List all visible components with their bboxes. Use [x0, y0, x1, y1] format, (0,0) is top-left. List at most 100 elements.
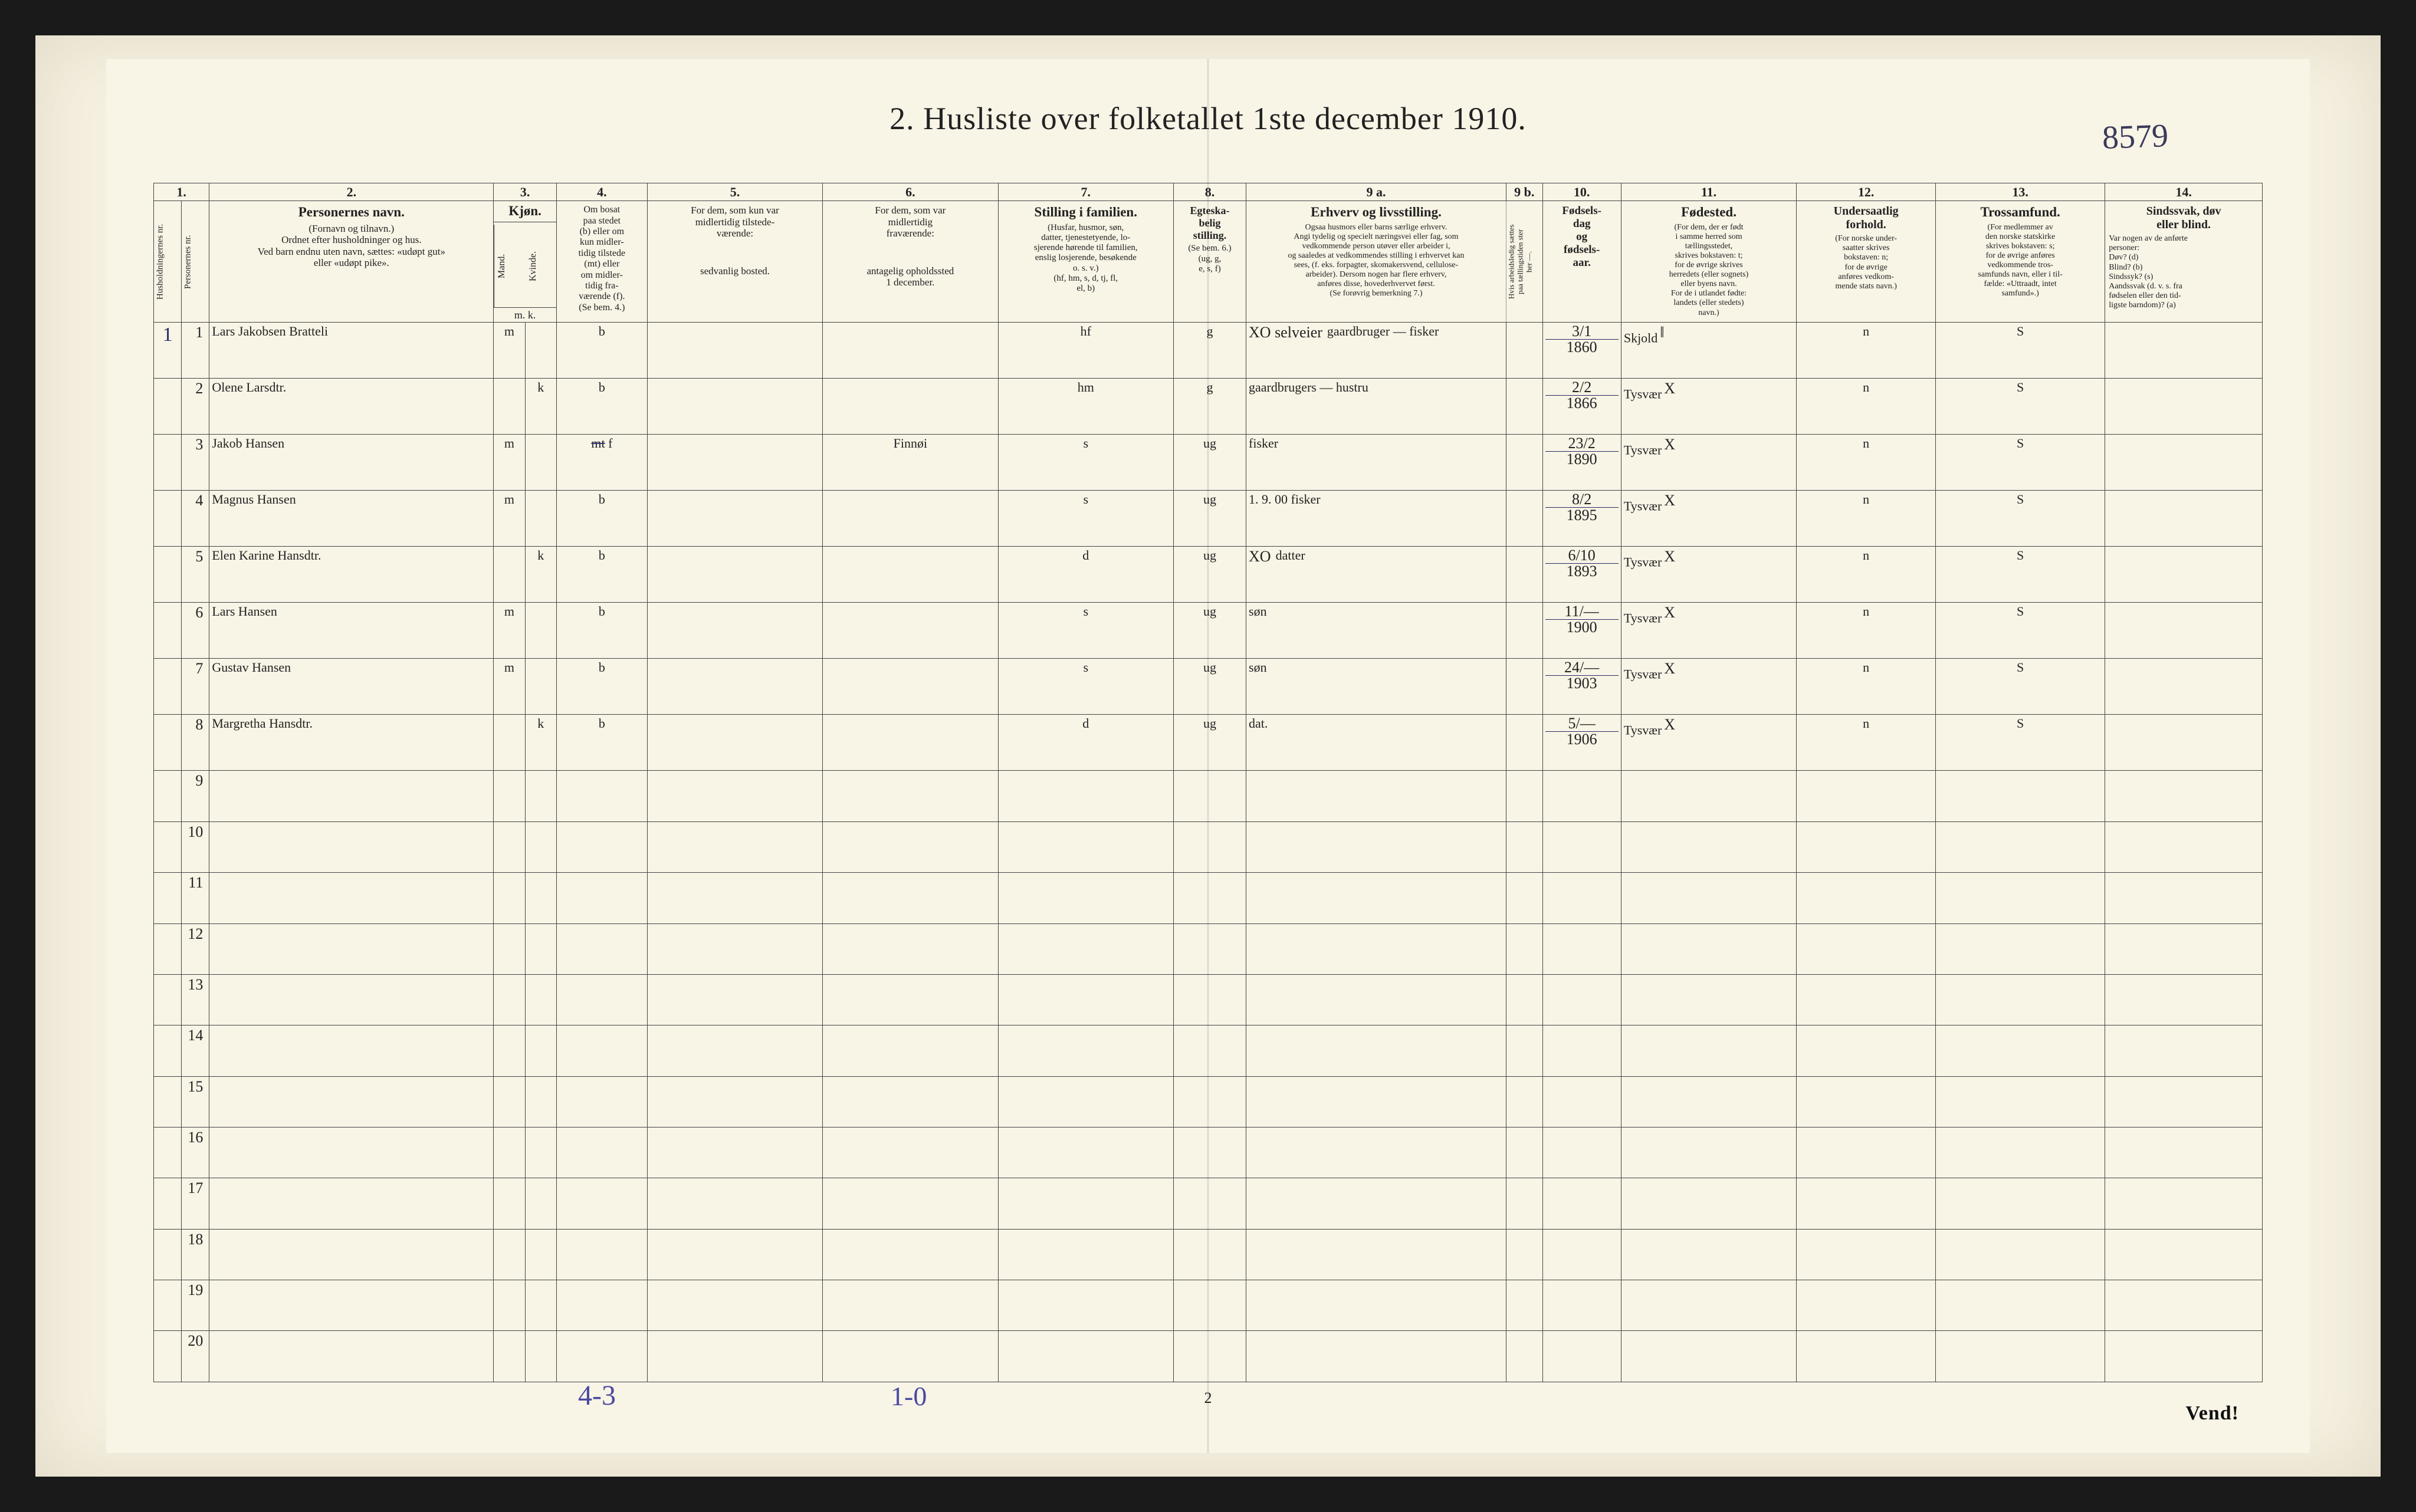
cell-person-nr: 11	[182, 873, 209, 923]
cell-blank	[494, 873, 525, 923]
cell-blank	[2105, 1076, 2263, 1127]
cell-birthplace: TysværX	[1621, 547, 1796, 603]
cell-family-position: d	[998, 547, 1173, 603]
cell-sex-k: k	[525, 715, 556, 771]
cell-blank	[556, 974, 647, 1025]
cell-person-nr: 3	[182, 435, 209, 491]
cell-blank	[1797, 1178, 1936, 1229]
cell-occupation: fisker	[1246, 435, 1506, 491]
cell-blank	[1621, 923, 1796, 974]
cell-disability	[2105, 323, 2263, 379]
cell-blank	[823, 1280, 998, 1331]
cell-household-nr	[154, 821, 182, 872]
cell-blank	[525, 974, 556, 1025]
cell-family-position: hm	[998, 379, 1173, 435]
cell-blank	[1797, 1229, 1936, 1280]
table-row-blank: 18	[154, 1229, 2263, 1280]
colnum-10: 10.	[1542, 183, 1621, 201]
cell-blank	[2105, 1178, 2263, 1229]
colnum-11: 11.	[1621, 183, 1796, 201]
cell-blank	[1936, 771, 2105, 821]
cell-blank	[556, 923, 647, 974]
cell-family-position: s	[998, 491, 1173, 547]
corner-handwritten-id: 8579	[2102, 117, 2169, 157]
cell-blank	[1246, 974, 1506, 1025]
cell-temp-present	[647, 603, 822, 659]
cell-blank	[209, 1025, 494, 1076]
cell-blank	[556, 1280, 647, 1331]
cell-temp-absent	[823, 715, 998, 771]
cell-occupation: gaardbrugers — hustru	[1246, 379, 1506, 435]
cell-person-nr: 12	[182, 923, 209, 974]
cell-blank	[1506, 771, 1542, 821]
cell-blank	[647, 821, 822, 872]
table-row-blank: 9	[154, 771, 2263, 821]
cell-temp-present	[647, 547, 822, 603]
cell-name: Jakob Hansen	[209, 435, 494, 491]
cell-blank	[998, 1229, 1173, 1280]
scan-background: 8579 2. Husliste over folketallet 1ste d…	[35, 35, 2381, 1477]
cell-household-nr	[154, 659, 182, 715]
cell-person-nr: 14	[182, 1025, 209, 1076]
cell-blank	[647, 1178, 822, 1229]
colnum-1: 1.	[154, 183, 209, 201]
cell-household-nr	[154, 1280, 182, 1331]
cell-nationality: n	[1797, 379, 1936, 435]
cell-blank	[647, 1025, 822, 1076]
cell-blank	[998, 771, 1173, 821]
cell-birthplace: TysværX	[1621, 491, 1796, 547]
cell-sex-k: k	[525, 547, 556, 603]
cell-blank	[1936, 873, 2105, 923]
cell-blank	[1621, 1229, 1796, 1280]
cell-person-nr: 18	[182, 1229, 209, 1280]
cell-blank	[998, 1178, 1173, 1229]
cell-blank	[1621, 821, 1796, 872]
cell-blank	[2105, 1280, 2263, 1331]
cell-blank	[556, 1076, 647, 1127]
cell-household-nr	[154, 1331, 182, 1382]
colnum-12: 12.	[1797, 183, 1936, 201]
table-body: 11Lars Jakobsen BrattelimbhfgXO selveier…	[154, 323, 2263, 1382]
cell-blank	[1936, 1229, 2105, 1280]
cell-blank	[998, 1331, 1173, 1382]
cell-blank	[1173, 1229, 1246, 1280]
cell-religion: S	[1936, 603, 2105, 659]
cell-blank	[494, 1076, 525, 1127]
cell-blank	[1246, 923, 1506, 974]
cell-disability	[2105, 491, 2263, 547]
cell-blank	[998, 1280, 1173, 1331]
cell-blank	[1936, 1127, 2105, 1178]
cell-blank	[998, 821, 1173, 872]
cell-sex-k	[525, 491, 556, 547]
cell-disability	[2105, 603, 2263, 659]
hdr-residence: Om bosat paa stedet (b) eller om kun mid…	[556, 201, 647, 323]
cell-blank	[494, 1331, 525, 1382]
cell-unemployed	[1506, 547, 1542, 603]
cell-blank	[823, 1127, 998, 1178]
cell-blank	[556, 1025, 647, 1076]
hdr-birthplace: Fødested. (For dem, der er født i samme …	[1621, 201, 1796, 323]
cell-blank	[1621, 1025, 1796, 1076]
cell-birthdate: 23/21890	[1542, 435, 1621, 491]
cell-blank	[1621, 1280, 1796, 1331]
cell-nationality: n	[1797, 547, 1936, 603]
cell-nationality: n	[1797, 603, 1936, 659]
cell-blank	[1246, 1127, 1506, 1178]
cell-blank	[1246, 1331, 1506, 1382]
cell-birthplace: TysværX	[1621, 603, 1796, 659]
cell-sex-k: k	[525, 379, 556, 435]
cell-blank	[823, 1178, 998, 1229]
cell-blank	[209, 1127, 494, 1178]
cell-unemployed	[1506, 659, 1542, 715]
hdr-occupation: Erhverv og livsstilling. Ogsaa husmors e…	[1246, 201, 1506, 323]
cell-unemployed	[1506, 491, 1542, 547]
cell-blank	[1506, 1025, 1542, 1076]
cell-birthdate: 2/21866	[1542, 379, 1621, 435]
cell-blank	[647, 771, 822, 821]
cell-blank	[1246, 821, 1506, 872]
hdr-religion: Trossamfund. (For medlemmer av den norsk…	[1936, 201, 2105, 323]
cell-marital: ug	[1173, 435, 1246, 491]
cell-blank	[823, 771, 998, 821]
cell-blank	[1621, 974, 1796, 1025]
table-row-blank: 17	[154, 1178, 2263, 1229]
